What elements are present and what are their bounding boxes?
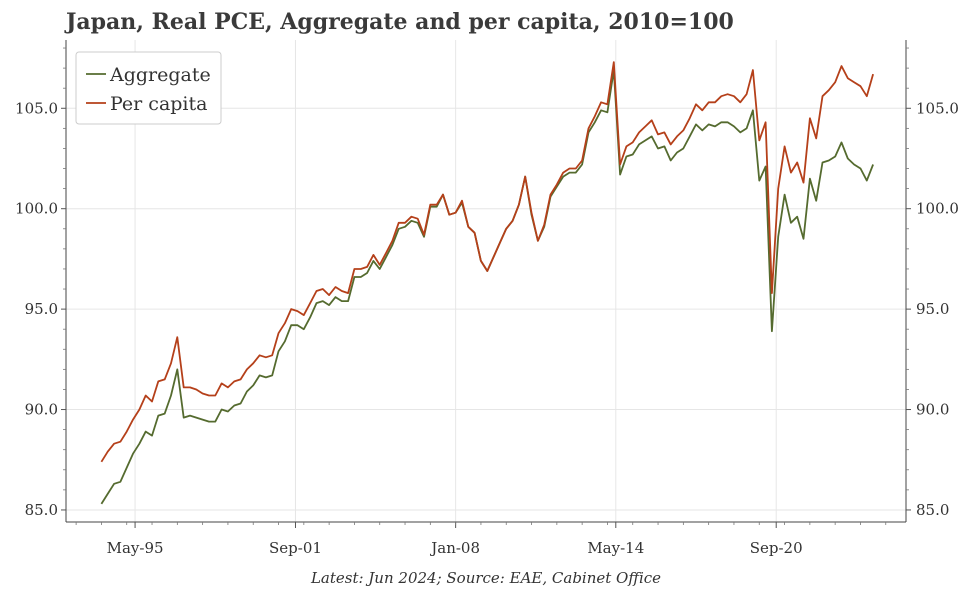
x-tick-label: May-14: [587, 539, 644, 557]
y-tick-label-left: 85.0: [25, 501, 58, 519]
chart-source: Latest: Jun 2024; Source: EAE, Cabinet O…: [310, 569, 661, 587]
legend-label-per-capita: Per capita: [110, 93, 207, 115]
legend: Aggregate Per capita: [75, 51, 222, 125]
chart-title: Japan, Real PCE, Aggregate and per capit…: [64, 9, 734, 35]
legend-label-aggregate: Aggregate: [109, 64, 211, 86]
y-tick-label-left: 90.0: [25, 401, 58, 419]
series-lines: [100, 61, 874, 505]
y-tick-label-right: 105.0: [916, 99, 959, 117]
x-tick-label: May-95: [107, 539, 164, 557]
x-axis: May-95 Sep-01 Jan-08 May-14 Sep-20: [75, 522, 887, 557]
series-line-aggregate: [100, 69, 874, 505]
x-tick-label: Sep-20: [750, 539, 803, 557]
y-tick-label-right: 100.0: [916, 200, 959, 218]
y-tick-label-left: 95.0: [25, 300, 58, 318]
x-tick-label: Sep-01: [269, 539, 322, 557]
y-axis-right: 85.0 90.0 95.0 100.0 105.0: [906, 47, 959, 519]
series-line-per-capita: [100, 61, 874, 463]
y-tick-label-right: 90.0: [916, 401, 949, 419]
y-tick-label-right: 95.0: [916, 300, 949, 318]
legend-box: [75, 51, 222, 125]
y-axis-left: 85.0 90.0 95.0 100.0 105.0: [15, 47, 66, 519]
y-tick-label-left: 105.0: [15, 99, 58, 117]
y-tick-label-right: 85.0: [916, 501, 949, 519]
y-tick-label-left: 100.0: [15, 200, 58, 218]
x-tick-label: Jan-08: [429, 539, 480, 557]
axes: [65, 40, 907, 523]
